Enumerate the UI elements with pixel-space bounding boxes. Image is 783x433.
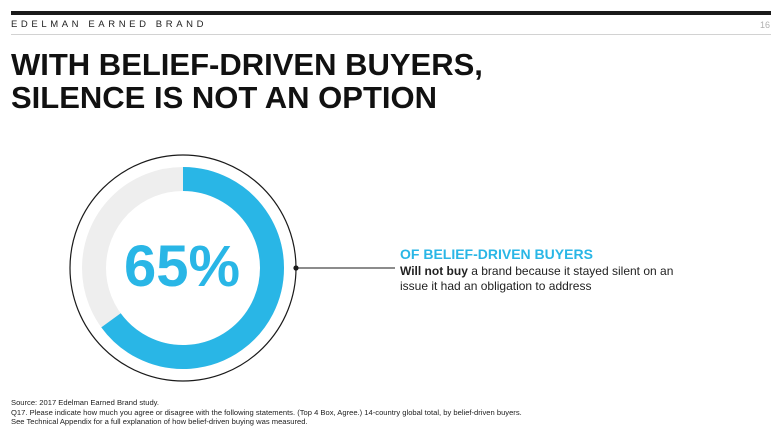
percentage-value: 65% [123, 234, 241, 299]
page-number: 16 [759, 20, 770, 30]
slide-title-line-1: WITH BELIEF-DRIVEN BUYERS, [11, 47, 483, 82]
donut-progress-arc [101, 167, 284, 369]
top-bar [11, 11, 771, 15]
footnote-source: Source: 2017 Edelman Earned Brand study. [11, 398, 160, 407]
header-divider [11, 34, 771, 35]
footnotes: Source: 2017 Edelman Earned Brand study.… [11, 398, 771, 427]
stat-description-bold: Will not buy [400, 264, 468, 278]
stat-heading: OF BELIEF-DRIVEN BUYERS [400, 246, 593, 262]
slide-title: WITH BELIEF-DRIVEN BUYERS, SILENCE IS NO… [11, 48, 711, 114]
footnote-appendix: See Technical Appendix for a full explan… [11, 417, 308, 426]
footnote-question: Q17. Please indicate how much you agree … [11, 407, 522, 417]
stat-description: Will not buy a brand because it stayed s… [400, 264, 680, 294]
slide-title-line-2: SILENCE IS NOT AN OPTION [11, 80, 437, 115]
brand-label: EDELMAN EARNED BRAND [11, 19, 208, 30]
callout-dot [293, 265, 299, 271]
stat-description-rest: a brand because it stayed silent on an i… [400, 264, 674, 293]
